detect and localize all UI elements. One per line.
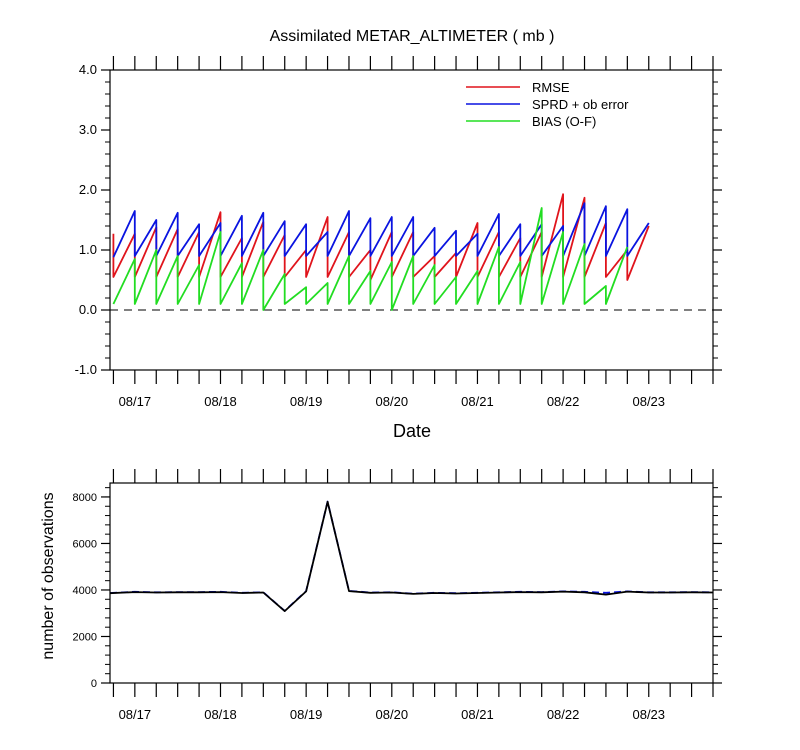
bottom-axes: 0 2000 4000 6000 8000 08/17 08/18 08/19 08/20 08/… [73, 469, 722, 722]
top-axes: -1.0 0.0 1.0 2.0 3.0 4.0 08/17 08/18 08/19 08/20 0… [75, 56, 722, 409]
top-x-tick-label: 08/18 [204, 394, 237, 409]
top-y-tick-label: 4.0 [79, 62, 97, 77]
legend-sprd-label: SPRD + ob error [532, 97, 629, 112]
legend-rmse-label: RMSE [532, 80, 570, 95]
top-x-tick-label: 08/22 [547, 394, 580, 409]
bottom-x-tick-label: 08/17 [119, 707, 152, 722]
top-x-tick-label: 08/20 [376, 394, 409, 409]
top-x-tick-label: 08/17 [119, 394, 152, 409]
bottom-x-tick-label: 08/23 [632, 707, 665, 722]
top-series-bias-o-f [112, 207, 629, 311]
bottom-x-tick-label: 08/20 [376, 707, 409, 722]
top-x-tick-label: 08/21 [461, 394, 494, 409]
bottom-plot-frame [109, 482, 714, 684]
legend-bias-label: BIAS (O-F) [532, 114, 596, 129]
top-y-tick-label: 0.0 [79, 302, 97, 317]
top-y-tick-label: -1.0 [75, 362, 97, 377]
top-x-axis-label: Date [393, 421, 431, 441]
top-series-lines [112, 193, 650, 311]
bottom-x-tick-label: 08/22 [547, 707, 580, 722]
bottom-y-tick-label: 6000 [73, 538, 97, 550]
top-series-sprd-ob-error [112, 202, 650, 258]
bottom-x-tick-label: 08/19 [290, 707, 323, 722]
bottom-y-tick-label: 8000 [73, 492, 97, 504]
top-plot-frame [109, 69, 714, 371]
top-y-tick-label: 3.0 [79, 122, 97, 137]
bottom-y-axis-label: number of observations [40, 492, 57, 659]
top-x-tick-label: 08/19 [290, 394, 323, 409]
bottom-x-tick-label: 08/18 [204, 707, 237, 722]
bottom-x-tick-label: 08/21 [461, 707, 494, 722]
bottom-y-tick-label: 2000 [73, 631, 97, 643]
bottom-series-lines [109, 500, 714, 612]
top-y-tick-label: 1.0 [79, 242, 97, 257]
top-x-tick-label: 08/23 [632, 394, 665, 409]
bottom-y-tick-label: 0 [91, 678, 97, 690]
bottom-y-tick-label: 4000 [73, 585, 97, 597]
bottom-series-used [109, 500, 714, 612]
chart-title: Assimilated METAR_ALTIMETER ( mb ) [270, 28, 555, 45]
legend: RMSE SPRD + ob error BIAS (O-F) [466, 80, 629, 129]
top-y-tick-label: 2.0 [79, 182, 97, 197]
